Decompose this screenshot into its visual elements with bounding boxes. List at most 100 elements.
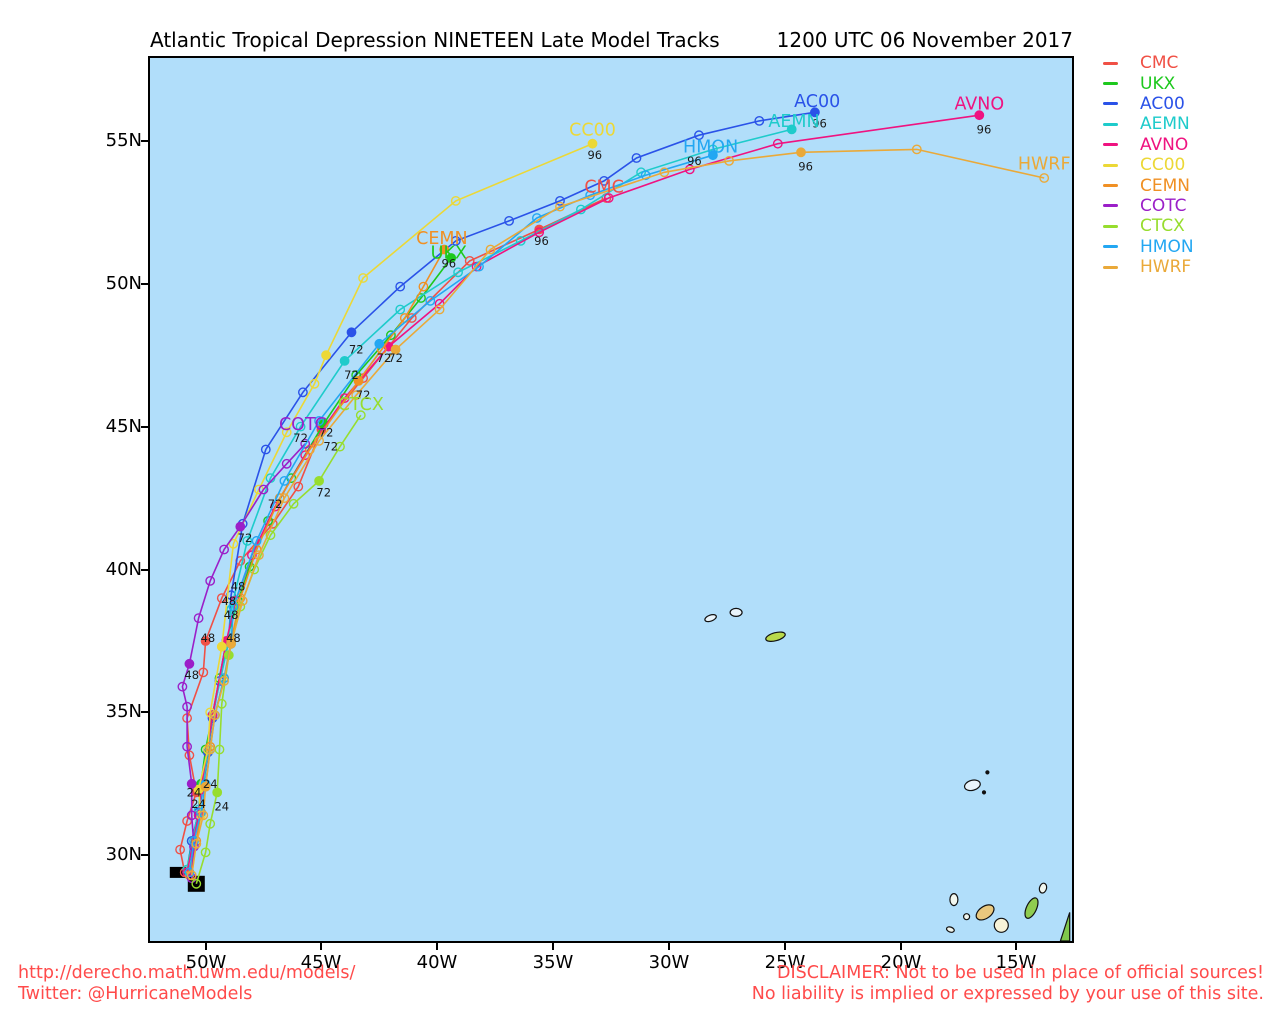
x-tick-label-50W: 50W xyxy=(185,952,227,973)
track-point xyxy=(335,441,345,452)
track-day-mark xyxy=(321,350,331,360)
hour-label: 48 xyxy=(221,594,236,608)
track-point xyxy=(314,415,325,426)
track-CEMN xyxy=(184,244,450,881)
track-point xyxy=(355,410,366,421)
track-point xyxy=(205,707,216,718)
track-point xyxy=(196,807,206,818)
track-point xyxy=(205,576,216,586)
track-point xyxy=(279,475,290,486)
x-tick-40W xyxy=(436,943,438,950)
y-tick-45N xyxy=(141,426,148,428)
legend-dash-AEMN xyxy=(1103,122,1118,126)
track-day-mark xyxy=(354,376,363,386)
island-madeira xyxy=(963,779,981,792)
hour-label: 48 xyxy=(201,631,216,645)
y-tick-label-35N: 35N xyxy=(105,701,142,722)
track-point xyxy=(177,681,188,692)
track-point xyxy=(228,601,239,612)
model-label-CMC: CMC xyxy=(584,178,624,198)
hour-label: 72 xyxy=(377,351,392,365)
track-point xyxy=(198,667,209,678)
legend-item-CTCX: CTCX xyxy=(1103,216,1194,236)
island-madeira-islet-n xyxy=(985,770,990,775)
chart-valid-time: 1200 UTC 06 November 2017 xyxy=(776,28,1073,52)
origin-marker-0 xyxy=(169,866,186,878)
legend-dash-COTC xyxy=(1103,204,1118,208)
africa-coast xyxy=(1059,912,1071,941)
track-point xyxy=(684,164,695,175)
track-point xyxy=(504,215,514,226)
legend-item-CMC: CMC xyxy=(1103,53,1194,73)
model-label-AC00: AC00 xyxy=(794,92,840,112)
track-point xyxy=(205,818,216,829)
track-point xyxy=(772,138,783,149)
legend-item-AEMN: AEMN xyxy=(1103,114,1194,134)
chart-title: Atlantic Tropical Depression NINETEEN La… xyxy=(150,28,720,52)
track-point xyxy=(450,235,461,246)
hour-label: 24 xyxy=(187,785,202,799)
hour-label: 96 xyxy=(441,257,456,271)
track-point xyxy=(534,227,545,238)
footer-disclaimer-line1: DISCLAIMER: Not to be used in place of o… xyxy=(776,963,1264,983)
legend-dash-AC00 xyxy=(1103,102,1118,106)
track-day-mark xyxy=(974,110,984,120)
track-COTC xyxy=(177,438,311,883)
y-tick-label-40N: 40N xyxy=(105,559,142,580)
hour-label: 72 xyxy=(238,531,253,545)
track-point xyxy=(631,153,642,163)
track-point xyxy=(385,330,396,341)
y-tick-35N xyxy=(141,711,148,713)
track-point xyxy=(358,273,369,283)
track-point xyxy=(198,810,209,821)
legend-label-AEMN: AEMN xyxy=(1140,114,1190,135)
track-point xyxy=(911,144,922,155)
hour-label: 96 xyxy=(687,154,702,168)
track-point xyxy=(281,458,292,469)
track-point xyxy=(186,810,197,821)
track-point xyxy=(182,741,192,752)
hour-label: 96 xyxy=(812,117,827,131)
hour-label: 72 xyxy=(319,425,334,439)
track-point xyxy=(339,393,350,403)
track-day-mark xyxy=(340,356,350,366)
track-point xyxy=(184,867,195,878)
x-tick-label-35W: 35W xyxy=(532,952,574,973)
track-line-AVNO xyxy=(186,114,980,873)
track-CC00 xyxy=(186,138,598,881)
track-day-mark xyxy=(314,476,324,486)
model-legend: CMC UKX AC00 AEMN AVNO CC00 CEMN COTC CTCX HMON HW… xyxy=(1103,53,1194,277)
track-point xyxy=(281,427,292,438)
track-line-AC00 xyxy=(186,111,816,873)
hour-label: 48 xyxy=(231,580,246,594)
track-day-mark xyxy=(810,107,820,117)
x-tick-label-40W: 40W xyxy=(416,952,458,973)
hour-label: 72 xyxy=(349,343,364,357)
track-day-mark xyxy=(708,150,718,160)
legend-label-CEMN: CEMN xyxy=(1140,175,1190,196)
track-point xyxy=(640,170,651,181)
track-day-mark xyxy=(187,779,197,789)
island-tenerife xyxy=(975,904,995,921)
track-point xyxy=(314,435,325,446)
track-day-mark xyxy=(212,787,222,797)
model-label-UKX: UKX xyxy=(431,243,467,263)
island-gran-canaria xyxy=(993,917,1009,933)
track-point xyxy=(603,193,614,203)
track-day-mark xyxy=(184,659,194,669)
legend-label-HWRF: HWRF xyxy=(1140,257,1192,278)
track-point xyxy=(200,847,211,858)
hour-label: 72 xyxy=(316,485,331,499)
x-tick-25W xyxy=(784,943,786,950)
legend-label-CTCX: CTCX xyxy=(1140,216,1185,237)
track-UKX xyxy=(182,253,457,875)
track-point xyxy=(191,838,202,849)
legend-item-UKX: UKX xyxy=(1103,73,1194,94)
footer-disclaimer-line2: No liability is implied or expressed by … xyxy=(751,984,1264,1004)
x-tick-30W xyxy=(668,943,670,950)
track-point xyxy=(694,130,704,141)
track-point xyxy=(258,484,269,495)
legend-dash-HWRF xyxy=(1103,265,1118,269)
legend-item-CEMN: CEMN xyxy=(1103,175,1194,196)
model-label-AEMN: AEMN xyxy=(768,112,819,132)
